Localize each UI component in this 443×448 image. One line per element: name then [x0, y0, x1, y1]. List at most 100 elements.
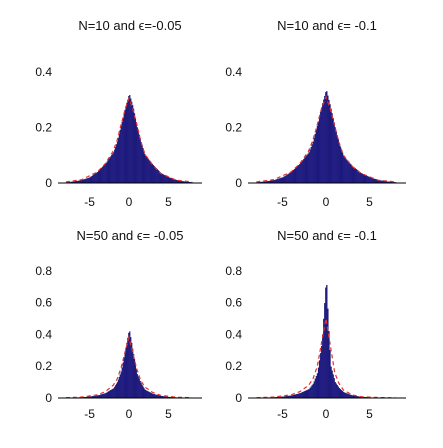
histogram-bar: [88, 178, 89, 183]
histogram-bar: [300, 393, 301, 398]
histogram-bar: [298, 394, 299, 398]
histogram-bar: [365, 175, 366, 183]
y-tick-label: 0: [235, 176, 242, 190]
histogram-bar: [299, 164, 300, 183]
histogram-bar: [319, 117, 320, 183]
histogram-bar: [118, 380, 119, 398]
histogram-bar: [363, 174, 364, 183]
histogram-bar: [123, 118, 124, 183]
histogram-bar: [116, 384, 117, 398]
histogram-bar: [374, 179, 375, 183]
histogram-bar: [125, 110, 126, 183]
y-tick-label: 0.6: [225, 296, 242, 310]
histogram-bar: [318, 122, 319, 183]
histogram-bar: [167, 177, 168, 183]
histogram-bar: [341, 150, 342, 183]
histogram-bar: [138, 376, 139, 398]
histogram-bar: [359, 172, 360, 183]
histogram-bar: [320, 353, 321, 398]
histogram-bar: [339, 143, 340, 183]
histogram-bar: [115, 147, 116, 183]
histogram-bar: [294, 169, 295, 183]
histogram-bar: [128, 333, 129, 398]
histogram-bar: [87, 178, 88, 183]
histogram-bar: [126, 348, 127, 398]
histogram-bar: [368, 177, 369, 183]
histogram-bar: [322, 335, 323, 398]
histogram-bar: [122, 122, 123, 183]
histogram-bar: [373, 179, 374, 183]
y-tick-label: 0.2: [35, 120, 52, 134]
x-tick-label: 0: [323, 195, 330, 209]
histogram-bar: [133, 109, 134, 183]
histogram-bar: [149, 392, 150, 398]
histogram-bar: [331, 109, 332, 183]
histogram-bar: [367, 176, 368, 183]
histogram-bar: [338, 139, 339, 183]
histogram-bar: [314, 138, 315, 183]
y-tick-label: 0.4: [35, 327, 52, 341]
histogram-bar: [126, 103, 127, 183]
histogram-bar: [302, 392, 303, 398]
histogram-bar: [356, 169, 357, 183]
histogram-bar: [321, 346, 322, 398]
histogram-bar: [314, 381, 315, 398]
histogram-bar: [334, 123, 335, 183]
histogram-bar: [338, 387, 339, 398]
y-tick-label: 0.2: [35, 359, 52, 373]
histogram-bar: [354, 167, 355, 183]
histogram-bar: [136, 123, 137, 183]
histogram-bar: [335, 127, 336, 183]
histogram-bar: [171, 178, 172, 183]
histogram-bar: [114, 150, 115, 183]
histogram-bar: [279, 178, 280, 183]
y-tick-label: 0.4: [35, 65, 52, 79]
histogram-bar: [364, 175, 365, 183]
histogram-bar: [305, 156, 306, 183]
y-tick-label: 0.8: [35, 264, 52, 278]
histogram-bar: [172, 179, 173, 183]
histogram-bar: [121, 372, 122, 398]
histogram-bar: [164, 175, 165, 183]
histogram-bar: [147, 391, 148, 398]
histogram-bar: [162, 174, 163, 183]
histogram-bar: [152, 164, 153, 183]
histogram-bar: [372, 178, 373, 183]
histogram-bar: [156, 168, 157, 183]
histogram-bar: [113, 152, 114, 183]
x-tick-label: 5: [366, 407, 373, 421]
histogram-bar: [112, 154, 113, 183]
histogram-bar: [308, 390, 309, 398]
histogram-bar: [106, 393, 107, 398]
histogram-bar: [154, 394, 155, 398]
histogram-bar: [120, 130, 121, 183]
histogram-bar: [326, 91, 327, 183]
histogram-bar: [102, 167, 103, 183]
histogram-bar: [302, 160, 303, 183]
histogram-bar: [325, 92, 326, 183]
histogram-bar: [136, 369, 137, 398]
histogram-bar: [128, 96, 129, 183]
histogram-bar: [144, 388, 145, 398]
histogram-bar: [115, 385, 116, 398]
y-tick-label: 0: [235, 391, 242, 405]
histogram-bar: [144, 151, 145, 183]
histogram-bar: [155, 395, 156, 398]
histogram-bar: [110, 390, 111, 398]
histogram-bar: [99, 170, 100, 183]
y-tick-label: 0.4: [225, 65, 242, 79]
histogram-bar: [316, 376, 317, 398]
x-tick-label: 0: [323, 407, 330, 421]
x-tick-label: -5: [277, 195, 288, 209]
histogram-bar: [91, 176, 92, 183]
histogram-bar: [109, 158, 110, 183]
histogram-bar: [301, 393, 302, 398]
histogram-bar: [144, 154, 145, 183]
histogram-bar: [95, 173, 96, 183]
histogram-bar: [335, 382, 336, 398]
histogram-bar: [371, 178, 372, 183]
histogram-bar: [288, 174, 289, 183]
histogram-bar: [334, 378, 335, 398]
histogram-bar: [282, 177, 283, 183]
